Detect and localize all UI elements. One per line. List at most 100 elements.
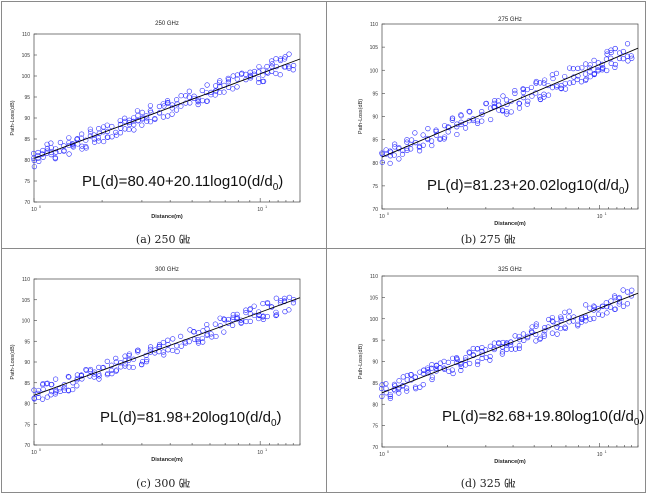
x-tick-exponent: 0 — [39, 448, 41, 452]
scatter-point — [118, 364, 124, 370]
y-tick-label: 75 — [372, 424, 378, 430]
scatter-point — [562, 309, 568, 315]
scatter-point — [260, 78, 266, 85]
scatter-point — [199, 98, 206, 104]
y-tick-label: 100 — [22, 319, 31, 325]
x-tick-label: 10 — [31, 207, 37, 213]
scatter-point — [144, 357, 150, 363]
panel-250ghz: 250 GHz 70 75 80 85 90 95 100 105 110 10 0 10 1 Distan… — [2, 2, 324, 246]
scatter-point — [36, 158, 42, 165]
scatter-point — [466, 349, 472, 355]
scatter-point — [582, 314, 589, 321]
scatter-point — [199, 87, 205, 94]
scatter-point — [541, 80, 547, 86]
y-tick-label: 90 — [372, 360, 378, 366]
scatter-point — [433, 362, 440, 368]
scatter-point — [109, 134, 115, 140]
scatter-point — [130, 364, 136, 371]
y-tick-label: 105 — [370, 45, 379, 51]
y-tick-label: 70 — [24, 200, 30, 206]
scatter-point — [562, 324, 568, 330]
scatter-point — [449, 117, 455, 123]
scatter-point — [126, 126, 132, 133]
scatter-point — [117, 121, 124, 127]
scatter-point — [429, 374, 435, 380]
x-tick-exponent: 0 — [387, 450, 389, 454]
scatter-point — [204, 322, 210, 328]
scatter-point — [191, 329, 197, 335]
scatter-point — [217, 78, 223, 84]
scatter-point — [404, 139, 410, 145]
scatter-point — [286, 64, 292, 70]
scatter-point — [445, 359, 451, 365]
scatter-point — [595, 311, 602, 317]
y-tick-label: 100 — [370, 317, 379, 323]
scatter-point — [165, 99, 171, 106]
y-tick-label: 70 — [372, 445, 378, 451]
y-tick-label: 75 — [372, 184, 378, 190]
scatter-point — [467, 360, 473, 367]
scatter-point — [599, 312, 605, 318]
scatter-point — [425, 367, 431, 373]
fit-line — [33, 297, 301, 396]
scatter-point — [234, 76, 240, 82]
scatter-point — [135, 112, 141, 119]
y-tick-label: 105 — [370, 295, 379, 301]
scatter-point — [541, 94, 547, 100]
scatter-point — [503, 97, 510, 103]
scatter-point — [629, 287, 635, 293]
scatter-point — [450, 370, 456, 377]
scatter-point — [135, 349, 141, 355]
scatter-point — [533, 80, 539, 86]
scatter-point — [454, 131, 460, 138]
scatter-point — [79, 143, 85, 149]
scatter-point — [96, 376, 102, 382]
scatter-point — [165, 347, 171, 353]
scatter-point — [475, 361, 481, 368]
scatter-point — [31, 164, 37, 170]
scatter-point — [441, 358, 447, 365]
scatter-point — [396, 390, 402, 396]
scatter-point — [404, 385, 410, 391]
scatter-point — [53, 146, 59, 152]
scatter-point — [491, 100, 497, 106]
scatter-point — [273, 295, 279, 301]
scatter-point — [108, 362, 115, 368]
scatter-point — [442, 134, 448, 140]
scatter-point — [126, 351, 132, 357]
y-tick-label: 80 — [24, 158, 30, 164]
scatter-point — [492, 97, 498, 104]
y-axis-label: Path-Loss(dB) — [10, 100, 16, 135]
scatter-point — [479, 118, 485, 124]
scatter-point — [591, 57, 597, 63]
scatter-point — [144, 118, 150, 124]
scatter-point — [450, 355, 456, 361]
scatter-point — [57, 388, 63, 395]
scatter-point — [178, 343, 185, 349]
scatter-point — [286, 51, 292, 57]
y-axis-label: Path-Loss(dB) — [10, 344, 16, 379]
scatter-point — [195, 101, 201, 108]
y-tick-label: 90 — [24, 116, 30, 122]
scatter-point — [66, 151, 72, 157]
scatter-point — [608, 49, 614, 56]
y-tick-label: 110 — [22, 277, 30, 283]
scatter-point — [429, 142, 435, 149]
scatter-point — [286, 307, 292, 313]
y-tick-label: 95 — [372, 91, 378, 97]
scatter-point — [575, 65, 581, 71]
scatter-point — [425, 369, 431, 375]
y-tick-label: 80 — [24, 402, 30, 408]
scatter-point — [208, 331, 214, 337]
scatter-point — [566, 314, 572, 320]
scatter-point — [131, 127, 137, 133]
grid-divider-vertical — [326, 2, 327, 492]
scatter-point — [83, 143, 89, 150]
scatter-point — [525, 333, 531, 339]
scatter-point — [479, 111, 485, 118]
x-axis-label: Distance(m) — [494, 459, 526, 465]
x-tick-exponent: 0 — [387, 212, 389, 216]
scatter-point — [620, 48, 626, 55]
panel-275ghz: 275 GHz 70 75 80 85 90 95 100 105 110 10 0 10 1 Distan… — [327, 2, 647, 246]
